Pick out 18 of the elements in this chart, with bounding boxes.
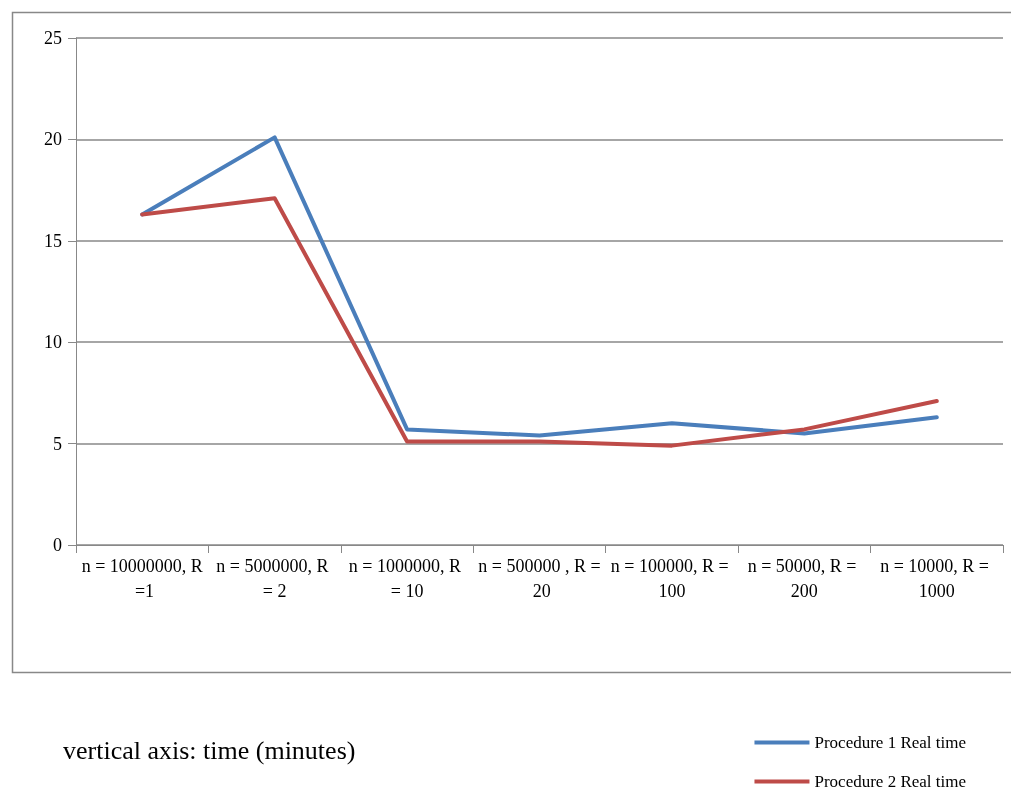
x-tick-label: n = 100000, R = 100 (610, 555, 734, 601)
y-tick-label: 15 (44, 230, 62, 251)
text: vertical axis: time (minutes) (63, 735, 356, 765)
y-tick-label: 10 (44, 332, 62, 353)
x-tick-label: n = 50000, R = 200 (747, 555, 862, 601)
x-tick-label: n = 500000 , R = 20 (478, 555, 601, 601)
line-series (140, 135, 939, 438)
y-tick-label: 0 (53, 535, 62, 555)
line-series (140, 196, 939, 448)
x-tick-label: n = 1000000, R = 10 (348, 555, 466, 601)
legend-label: Procedure 2 Real time (814, 772, 966, 791)
x-tick-label: n = 10000000, R =1 (81, 555, 203, 601)
y-tick-label: 5 (53, 433, 62, 454)
x-tick-label: n = 5000000, R = 2 (216, 555, 333, 601)
x-tick-label: n = 10000, R = 1000 (880, 555, 994, 601)
y-tick-label: 25 (44, 28, 62, 48)
y-tick-label: 20 (44, 129, 62, 150)
legend-label: Procedure 1 Real time (814, 733, 966, 752)
